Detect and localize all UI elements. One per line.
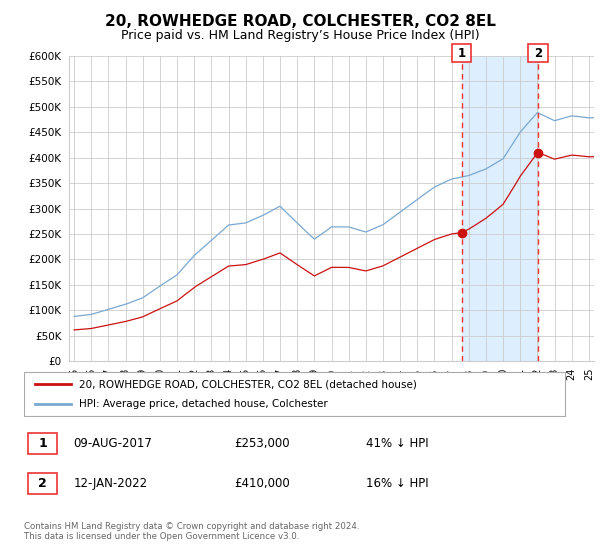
Text: 20, ROWHEDGE ROAD, COLCHESTER, CO2 8EL: 20, ROWHEDGE ROAD, COLCHESTER, CO2 8EL: [104, 14, 496, 29]
Text: 41% ↓ HPI: 41% ↓ HPI: [366, 437, 429, 450]
Text: £253,000: £253,000: [234, 437, 289, 450]
Text: 16% ↓ HPI: 16% ↓ HPI: [366, 477, 429, 490]
Text: 2: 2: [534, 46, 542, 60]
Text: 09-AUG-2017: 09-AUG-2017: [74, 437, 152, 450]
FancyBboxPatch shape: [24, 372, 565, 416]
Text: 20, ROWHEDGE ROAD, COLCHESTER, CO2 8EL (detached house): 20, ROWHEDGE ROAD, COLCHESTER, CO2 8EL (…: [79, 379, 417, 389]
FancyBboxPatch shape: [28, 433, 57, 454]
Text: Price paid vs. HM Land Registry’s House Price Index (HPI): Price paid vs. HM Land Registry’s House …: [121, 29, 479, 42]
Text: 12-JAN-2022: 12-JAN-2022: [74, 477, 148, 490]
Text: 2: 2: [38, 477, 47, 490]
Text: Contains HM Land Registry data © Crown copyright and database right 2024.
This d: Contains HM Land Registry data © Crown c…: [24, 522, 359, 542]
Text: 1: 1: [38, 437, 47, 450]
FancyBboxPatch shape: [28, 473, 57, 494]
Text: 1: 1: [458, 46, 466, 60]
Text: £410,000: £410,000: [234, 477, 290, 490]
Text: HPI: Average price, detached house, Colchester: HPI: Average price, detached house, Colc…: [79, 399, 328, 409]
Bar: [462, 56, 538, 361]
